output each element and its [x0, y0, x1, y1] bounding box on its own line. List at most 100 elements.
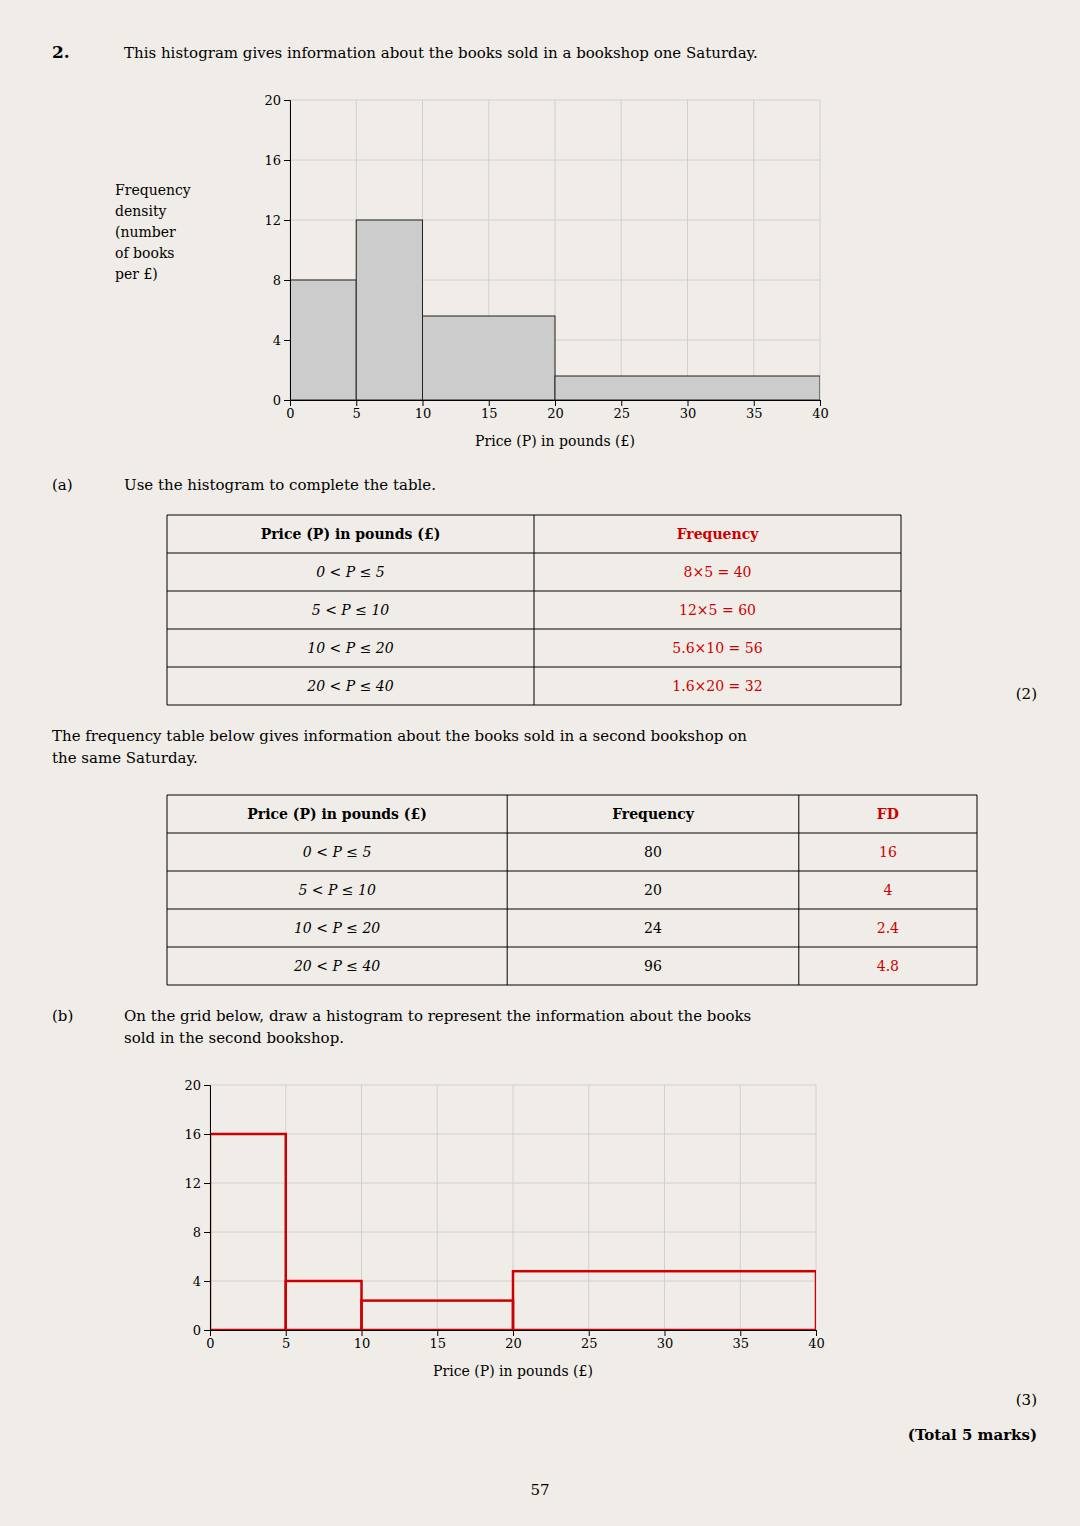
text-line: 20 < P ≤ 40: [293, 958, 380, 974]
tick: 0: [273, 393, 290, 408]
text-line: the same Saturday.: [52, 749, 198, 767]
table-cell: 10 < P ≤ 20: [294, 920, 380, 936]
tick: 15: [429, 1330, 446, 1351]
table-rule: [901, 515, 902, 705]
tick-mark: [513, 1330, 514, 1336]
grid-line-x: [820, 100, 821, 400]
text-line: (3): [1016, 1391, 1037, 1409]
histogram: [290, 100, 820, 400]
text-line: 57: [530, 1481, 549, 1499]
y-axis-title: density: [115, 203, 167, 219]
y-axis: 048121620: [264, 93, 290, 408]
text-line: 96: [644, 958, 662, 974]
tick-label: 10: [415, 406, 432, 421]
table-cell: 1.6×20 = 32: [672, 678, 762, 694]
bar: [210, 1134, 286, 1330]
tick-mark: [621, 400, 622, 406]
table: [167, 515, 901, 705]
tick: 40: [808, 1330, 825, 1351]
tick-label: 8: [193, 1225, 201, 1240]
tick: 25: [581, 1330, 598, 1351]
bar: [286, 1281, 362, 1330]
tick-label: 0: [273, 393, 281, 408]
table-rule: [167, 795, 168, 985]
table-cell: 5.6×10 = 56: [672, 640, 762, 656]
grid-line-x: [588, 1085, 589, 1330]
grid-line-x: [687, 100, 688, 400]
tick-label: 40: [808, 1336, 825, 1351]
text-line: per £): [115, 266, 158, 282]
table-header: FD: [877, 806, 899, 822]
marks: (3): [1016, 1391, 1037, 1409]
bar: [362, 1301, 514, 1330]
tick: 16: [184, 1127, 210, 1142]
tick: 10: [354, 1330, 371, 1351]
tick-label: 4: [193, 1274, 201, 1289]
axis-line: [284, 101, 291, 401]
table-rule: [507, 795, 508, 985]
table-rule: [977, 795, 978, 985]
text-line: 0 < P ≤ 5: [316, 564, 385, 580]
tick: 20: [184, 1078, 210, 1093]
bars: [290, 220, 820, 400]
page-background: [0, 0, 1080, 1526]
tick-label: 12: [264, 213, 281, 228]
part-text: Use the histogram to complete the table.: [124, 476, 436, 494]
tick: 5: [353, 400, 361, 421]
tick-label: 5: [353, 406, 361, 421]
tick-mark: [286, 1330, 287, 1336]
text-line: Frequency: [612, 806, 695, 822]
x-axis: 0510152025303540: [206, 1330, 824, 1351]
table-cell: 4.8: [877, 958, 899, 974]
bar: [423, 316, 556, 400]
tick: 8: [273, 273, 290, 288]
text-line: (b): [52, 1007, 73, 1025]
y-axis-title: per £): [115, 266, 158, 282]
tick: 40: [812, 400, 829, 421]
tick-label: 20: [184, 1078, 201, 1093]
tick: 25: [613, 400, 630, 421]
tick: 16: [264, 153, 290, 168]
tick-mark: [555, 400, 556, 406]
tick-mark: [665, 1330, 666, 1336]
text-line: 80: [644, 844, 662, 860]
tick-mark: [740, 1330, 741, 1336]
tick-label: 35: [732, 1336, 749, 1351]
tick-mark: [204, 1281, 210, 1282]
text-line: 8×5 = 40: [684, 564, 752, 580]
y-axis-title: (number: [115, 224, 176, 240]
question-number: 2.: [52, 42, 70, 62]
text-line: 5 < P ≤ 10: [312, 602, 389, 618]
table-cell: 10 < P ≤ 20: [307, 640, 393, 656]
tick: 20: [505, 1330, 522, 1351]
text-line: 10 < P ≤ 20: [307, 640, 393, 656]
table-cell: 0 < P ≤ 5: [316, 564, 385, 580]
table-header: Price (P) in pounds (£): [247, 806, 427, 822]
text-line: The frequency table below gives informat…: [52, 727, 747, 745]
tick-label: 4: [273, 333, 281, 348]
table-rule: [167, 909, 977, 910]
tick: 15: [481, 400, 498, 421]
text-line: 12×5 = 60: [679, 602, 756, 618]
tick: 0: [206, 1330, 214, 1351]
axis-line: [291, 401, 821, 407]
table-cell: 5 < P ≤ 10: [298, 882, 375, 898]
table-cell: 24: [644, 920, 662, 936]
tick-label: 12: [184, 1176, 201, 1191]
grid-line-x: [753, 100, 754, 400]
tick-mark: [820, 400, 821, 406]
tick: 35: [732, 1330, 749, 1351]
tick-mark: [489, 400, 490, 406]
table-rule: [167, 871, 977, 872]
axis-line: [211, 1331, 817, 1337]
tick: 12: [264, 213, 290, 228]
text-line: 1.6×20 = 32: [672, 678, 762, 694]
table-cell: 16: [879, 844, 897, 860]
text-line: density: [115, 203, 167, 219]
tick: 8: [193, 1225, 210, 1240]
tick-mark: [204, 1232, 210, 1233]
tick-mark: [688, 400, 689, 406]
tick-label: 16: [264, 153, 281, 168]
x-axis-title: Price (P) in pounds (£): [433, 1363, 593, 1379]
tick: 20: [547, 400, 564, 421]
